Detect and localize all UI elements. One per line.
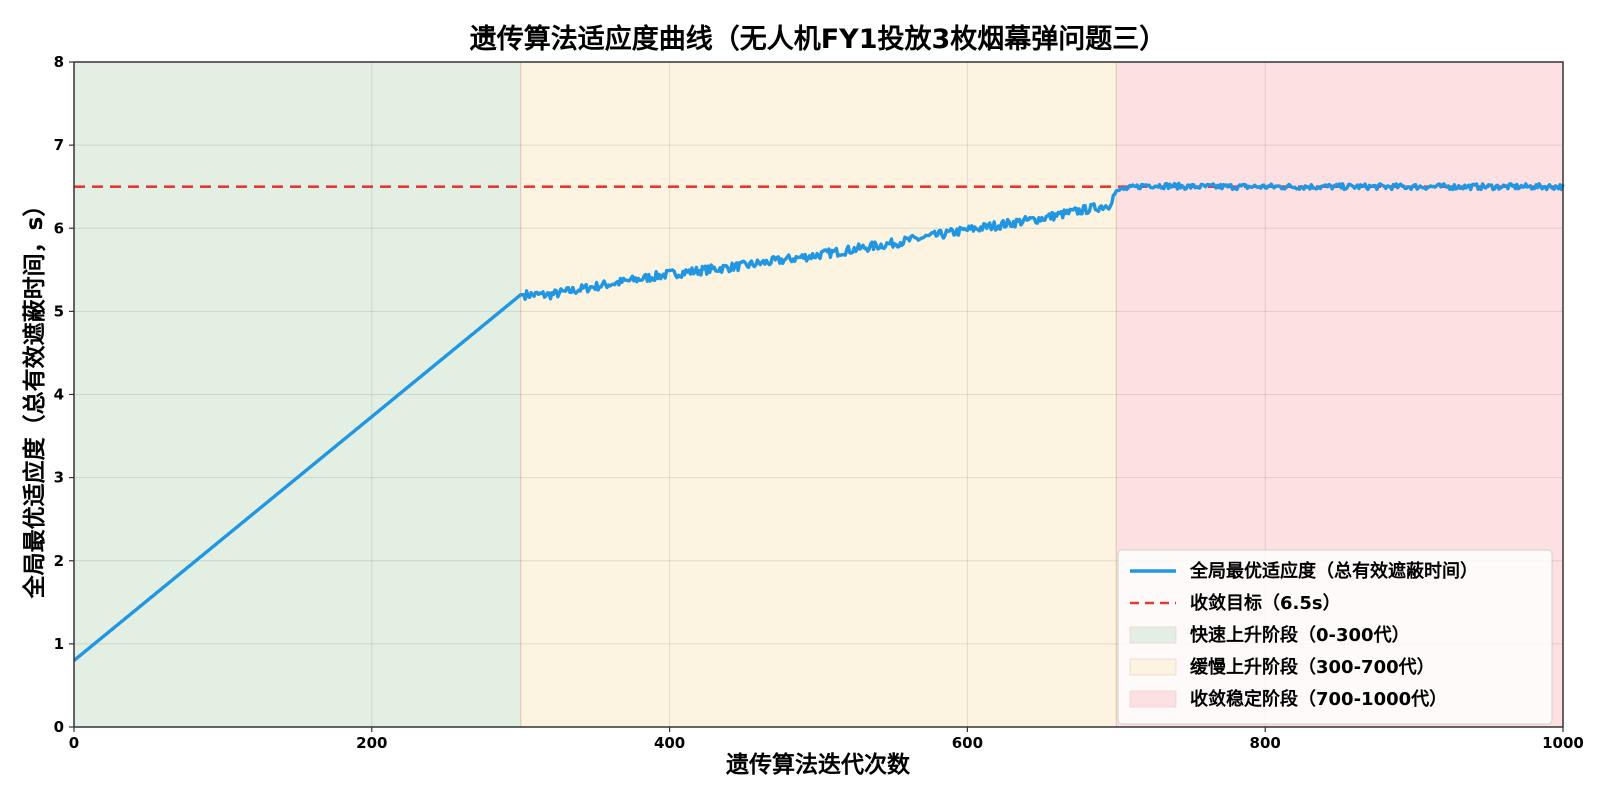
y-tick-label-3: 3 <box>54 469 64 487</box>
series-line-1 <box>72 181 1565 662</box>
series-group <box>72 181 1565 662</box>
y-tick-label-0: 0 <box>54 718 64 736</box>
legend-entry-region-1-swatch <box>1129 626 1177 644</box>
legend-entry-reference-label: 收敛目标（6.5s） <box>1190 592 1341 614</box>
y-tick-label-5: 5 <box>54 302 64 320</box>
x-tick-label-200: 200 <box>356 734 387 752</box>
legend: 全局最优适应度（总有效遮蔽时间） 收敛目标（6.5s） 快速上升阶段（0-300代）… <box>1117 549 1553 725</box>
legend-entry-region-2-label: 缓慢上升阶段（300-700代） <box>1190 656 1435 678</box>
y-tick-label-4: 4 <box>54 386 64 404</box>
y-tick-label-2: 2 <box>54 552 64 570</box>
legend-entry-region-3-swatch <box>1129 690 1177 708</box>
x-tick-label-800: 800 <box>1250 734 1281 752</box>
y-tick-label-1: 1 <box>54 635 64 653</box>
phase-region-1 <box>74 62 521 727</box>
legend-entry-region-2-swatch <box>1129 658 1177 676</box>
phase-regions <box>74 62 1563 727</box>
y-tick-label-8: 8 <box>54 53 64 71</box>
x-tick-label-1000: 1000 <box>1542 734 1584 752</box>
chart-title: 遗传算法适应度曲线（无人机FY1投放3枚烟幕弹问题三） <box>470 23 1167 55</box>
x-tick-label-400: 400 <box>654 734 685 752</box>
y-tick-label-6: 6 <box>54 219 64 237</box>
phase-region-2 <box>520 62 1117 727</box>
legend-entry-series-label: 全局最优适应度（总有效遮蔽时间） <box>1189 560 1478 582</box>
legend-entry-region-3-label: 收敛稳定阶段（700-1000代） <box>1190 688 1447 710</box>
y-tick-label-7: 7 <box>54 136 64 154</box>
legend-box <box>1117 549 1553 725</box>
y-axis-label: 全局最优适应度（总有效遮蔽时间，s） <box>21 194 48 600</box>
x-tick-label-600: 600 <box>952 734 983 752</box>
x-tick-label-0: 0 <box>69 734 79 752</box>
x-axis-label: 遗传算法迭代次数 <box>725 751 911 778</box>
legend-entry-region-1-label: 快速上升阶段（0-300代） <box>1190 624 1410 646</box>
y-axis-ticks: 0 1 2 3 4 5 6 7 8 <box>54 53 74 736</box>
x-axis-ticks: 0 200 400 600 800 1000 <box>69 727 1584 752</box>
